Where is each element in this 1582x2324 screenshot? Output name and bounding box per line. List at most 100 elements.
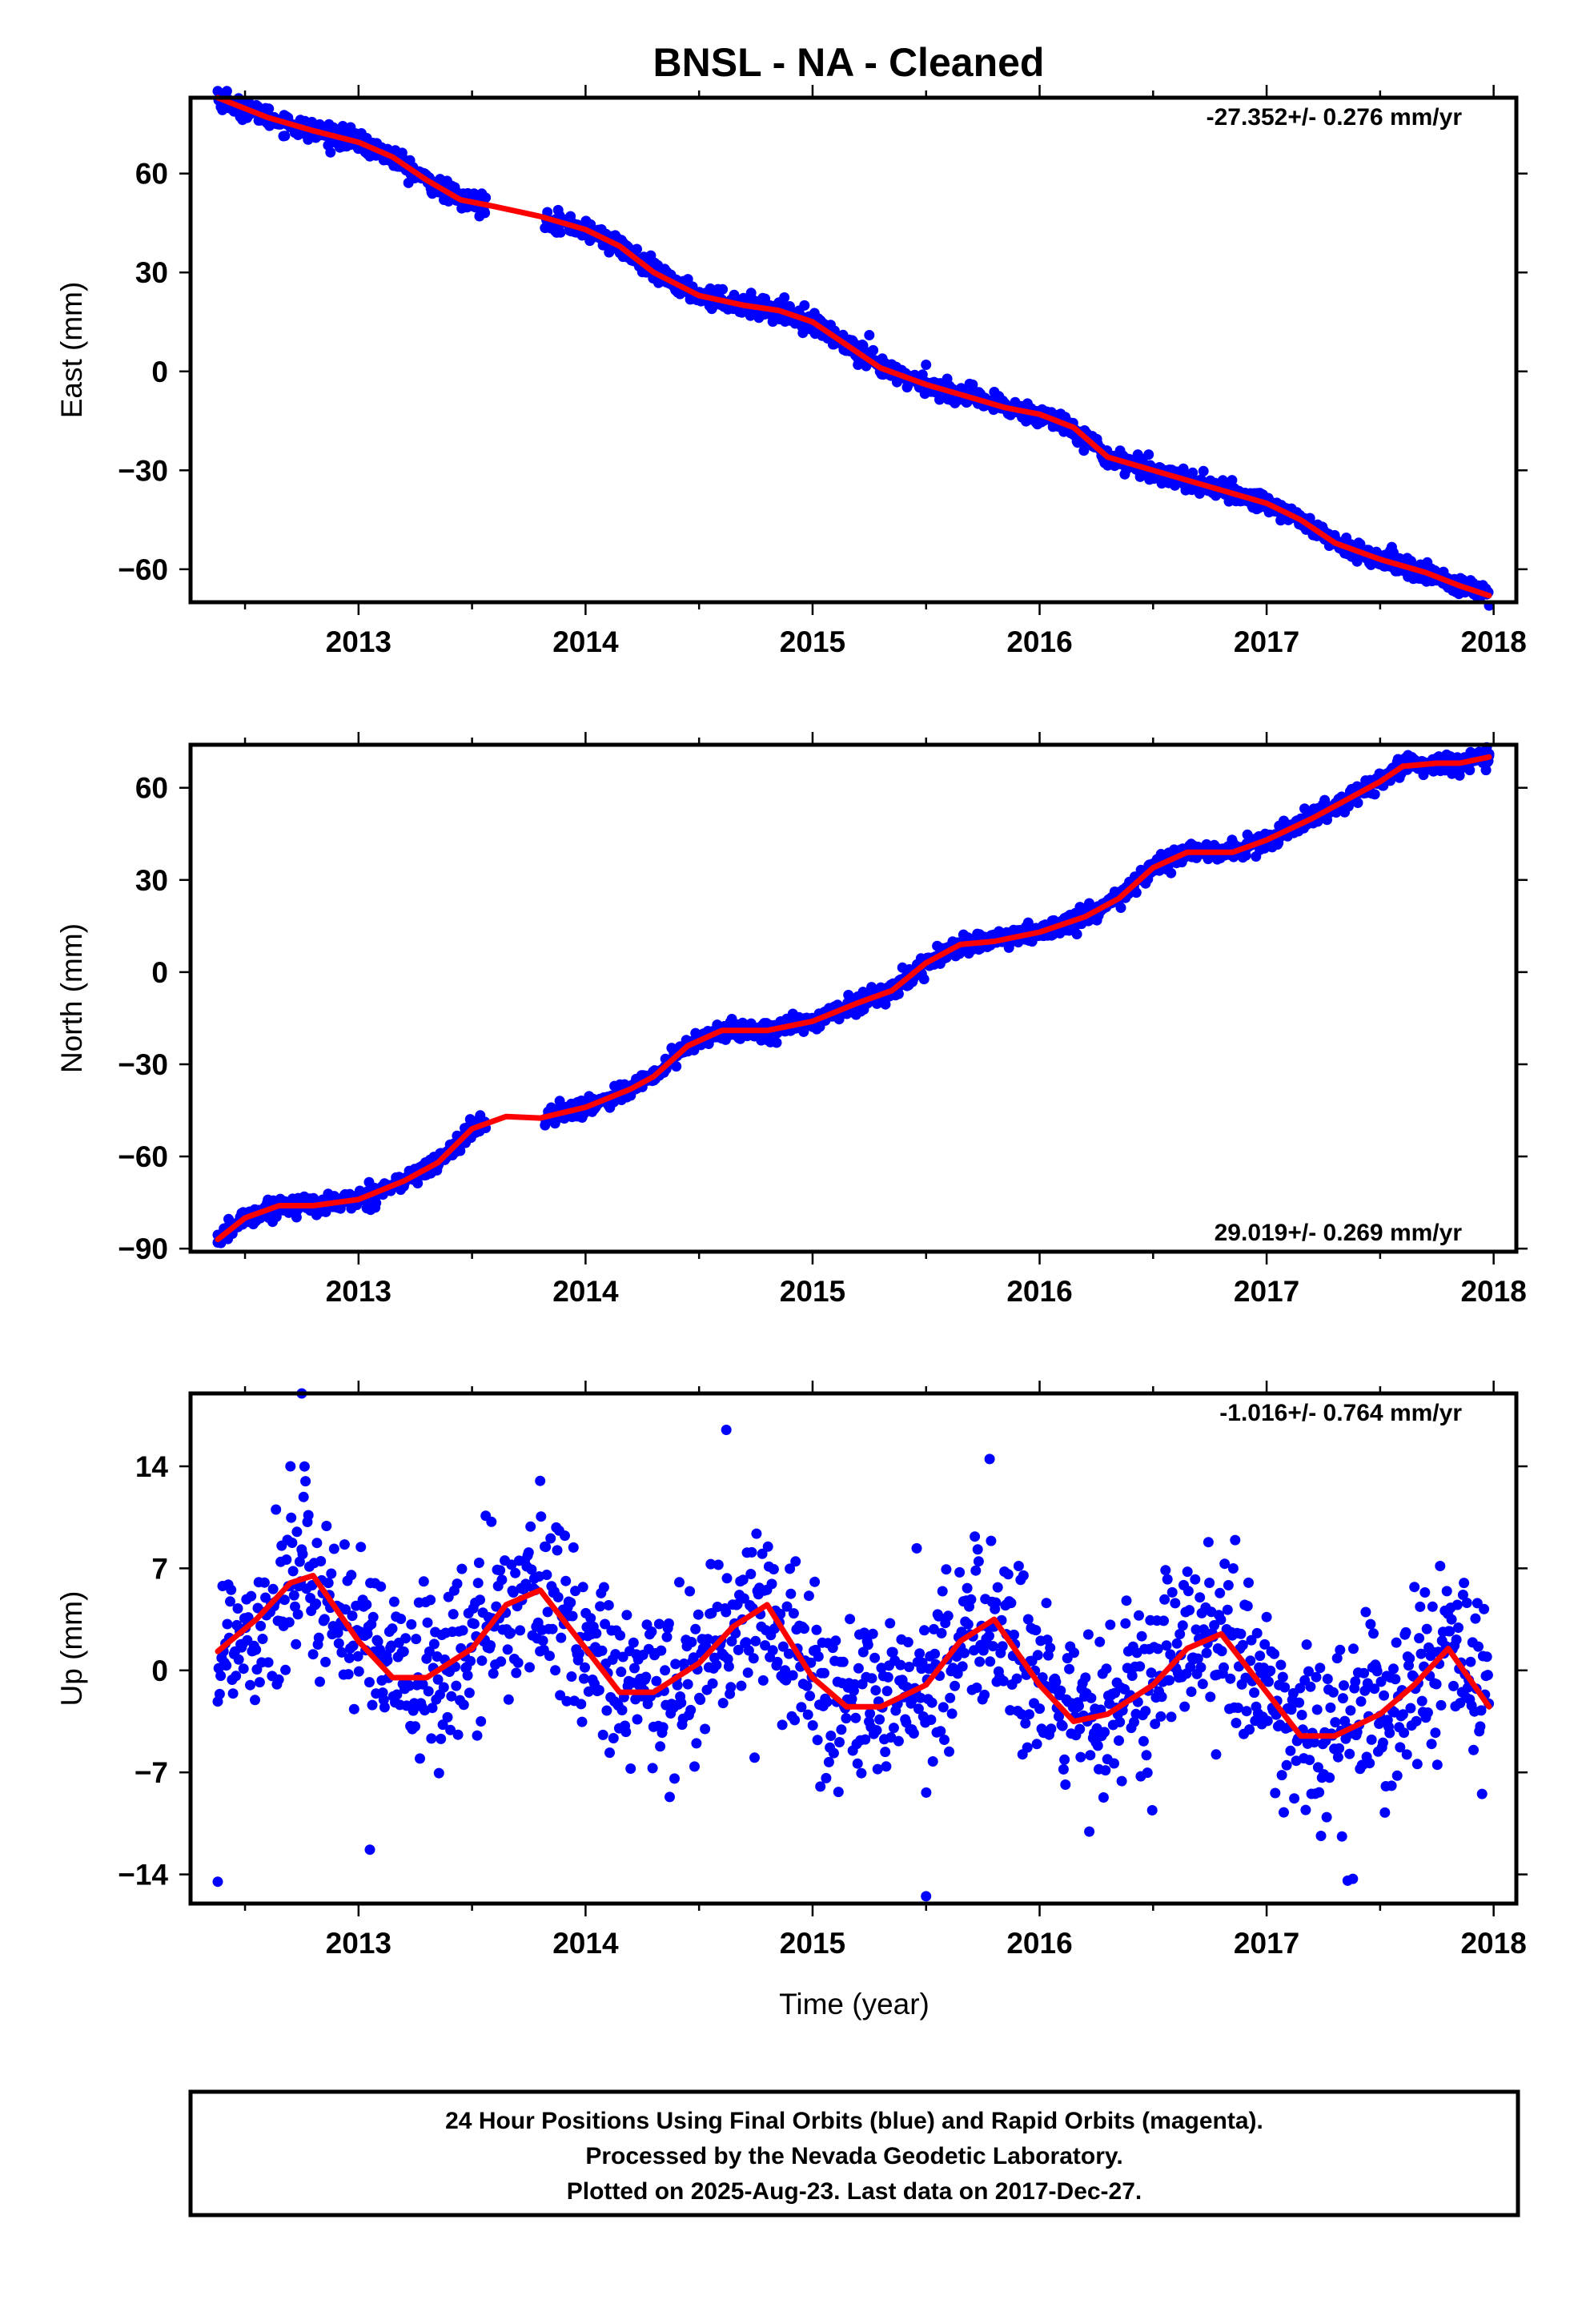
north-y-tick-label: 30 (135, 864, 168, 897)
up-data-point (1289, 1793, 1300, 1804)
east-data-point (1078, 445, 1090, 456)
up-data-point (1185, 1662, 1196, 1672)
up-data-point (850, 1712, 861, 1723)
up-data-point (343, 1669, 354, 1680)
up-data-point (510, 1567, 521, 1578)
north-outlier-point (1454, 770, 1465, 781)
east-x-tick-label: 2017 (1234, 625, 1299, 658)
up-data-point (1314, 1787, 1325, 1798)
up-data-point (944, 1746, 954, 1757)
up-data-point (475, 1594, 485, 1606)
up-data-point (1179, 1701, 1191, 1712)
up-data-point (347, 1610, 358, 1622)
up-data-point (962, 1582, 973, 1594)
up-data-point (250, 1695, 260, 1706)
up-data-point (351, 1600, 362, 1611)
up-data-point (1058, 1763, 1069, 1775)
up-data-point (700, 1723, 711, 1735)
up-data-point (956, 1626, 967, 1638)
up-data-point (767, 1645, 778, 1656)
up-data-point (1197, 1679, 1208, 1690)
north-data-point (1240, 850, 1251, 861)
east-y-tick-label: 60 (135, 158, 168, 191)
up-data-point (751, 1528, 762, 1539)
up-data-point (1126, 1671, 1138, 1681)
up-data-point (1470, 1613, 1481, 1624)
up-x-tick-label: 2013 (326, 1927, 391, 1960)
up-data-point (691, 1738, 702, 1749)
up-data-point (1276, 1770, 1287, 1781)
up-outlier-point (984, 1454, 995, 1465)
up-data-point (783, 1648, 794, 1659)
up-data-point (1060, 1779, 1071, 1790)
east-plot-frame (188, 95, 1519, 605)
north-panel: 2013 2014 2015 2016 2017 2018 60300−30−60−90 … (55, 732, 1528, 1308)
up-data-point (1249, 1687, 1260, 1699)
up-data-point (1473, 1641, 1484, 1652)
up-data-point (1244, 1724, 1255, 1735)
north-data-point (371, 1197, 382, 1208)
up-data-point (577, 1582, 588, 1593)
up-data-point (303, 1510, 314, 1521)
up-data-point (1211, 1749, 1222, 1760)
up-model-curve (215, 1573, 1492, 1739)
up-data-point (353, 1666, 364, 1677)
up-data-point (757, 1675, 769, 1686)
figure-title: BNSL - NA - Cleaned (653, 40, 1045, 85)
up-data-point (1377, 1737, 1388, 1748)
up-data-point (836, 1724, 847, 1735)
up-data-point (1174, 1629, 1186, 1639)
up-data-point (1094, 1636, 1106, 1647)
up-data-point (1322, 1674, 1333, 1684)
north-data-point (671, 1061, 682, 1072)
up-data-point (821, 1772, 832, 1783)
up-data-point (1205, 1691, 1216, 1703)
up-data-point (485, 1640, 496, 1651)
up-outlier-point (921, 1891, 932, 1902)
up-data-point (1177, 1620, 1188, 1631)
north-data-point (412, 1178, 424, 1188)
up-data-point (427, 1703, 438, 1714)
up-data-point (1227, 1563, 1239, 1574)
up-data-point (760, 1640, 771, 1651)
up-data-point (823, 1756, 834, 1767)
up-data-point (245, 1679, 255, 1691)
up-y-tick-label: 14 (135, 1450, 169, 1483)
up-data-point (328, 1543, 339, 1554)
up-data-point (1009, 1629, 1019, 1640)
up-data-point (743, 1645, 754, 1656)
up-data-point (711, 1659, 722, 1671)
east-outlier-point (864, 330, 875, 340)
up-data-point (1482, 1670, 1493, 1681)
up-data-point (954, 1566, 966, 1578)
up-data-point (736, 1680, 747, 1691)
footer-line-2: Processed by the Nevada Geodetic Laborat… (585, 2143, 1122, 2169)
up-data-point (1332, 1751, 1343, 1763)
up-data-point (1369, 1683, 1380, 1695)
up-data-point (1279, 1807, 1289, 1818)
up-data-point (1041, 1598, 1052, 1609)
up-data-point (451, 1680, 462, 1691)
up-data-point (1203, 1537, 1214, 1548)
up-data-point (545, 1533, 556, 1544)
up-data-point (542, 1606, 553, 1618)
up-outlier-point (1347, 1873, 1359, 1884)
up-data-point (1201, 1647, 1212, 1659)
up-data-point (870, 1685, 881, 1696)
up-data-point (1404, 1653, 1415, 1664)
up-data-point (957, 1661, 968, 1672)
up-data-point (628, 1637, 639, 1648)
up-data-point (1325, 1702, 1336, 1713)
up-data-point (544, 1651, 555, 1662)
up-data-point (600, 1618, 611, 1630)
up-data-point (273, 1674, 284, 1685)
up-data-point (1098, 1792, 1109, 1803)
up-data-point (748, 1653, 759, 1664)
up-data-point (1360, 1606, 1371, 1618)
up-data-point (1324, 1772, 1335, 1783)
up-data-point (1368, 1628, 1379, 1639)
up-data-point (1016, 1709, 1027, 1720)
up-data-point (1391, 1637, 1402, 1648)
up-data-point (1243, 1577, 1254, 1588)
up-data-point (882, 1671, 893, 1683)
